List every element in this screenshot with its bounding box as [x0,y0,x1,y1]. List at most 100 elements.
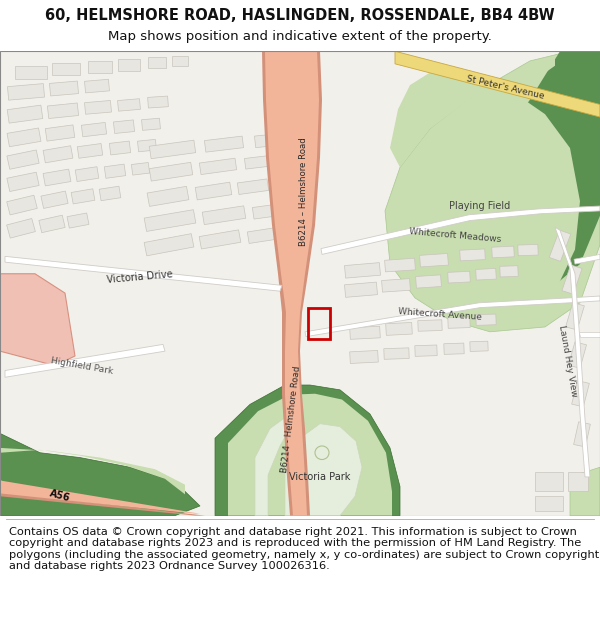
Bar [419,254,448,267]
Polygon shape [385,51,600,332]
Bar [195,182,232,200]
Bar [15,66,47,79]
Bar [47,103,79,119]
Bar [460,249,485,261]
Bar [137,139,157,152]
Bar [518,244,538,256]
Polygon shape [0,274,75,366]
Text: Victoria Drive: Victoria Drive [107,269,173,284]
Polygon shape [265,51,319,516]
Bar [7,84,44,100]
Polygon shape [0,433,200,516]
Bar [500,266,518,277]
Text: Whitecroft Meadows: Whitecroft Meadows [409,226,502,244]
Text: Contains OS data © Crown copyright and database right 2021. This information is : Contains OS data © Crown copyright and d… [9,526,599,571]
Bar [109,141,131,155]
Text: Victoria Park: Victoria Park [289,472,350,482]
Bar [568,342,587,368]
Bar [384,348,409,359]
Polygon shape [321,206,600,254]
Bar [344,282,377,298]
Bar [535,496,563,511]
Bar [382,279,410,292]
Bar [88,61,112,72]
Polygon shape [262,51,322,516]
Bar [118,59,140,71]
Polygon shape [0,433,185,494]
Bar [149,162,193,181]
Bar [147,186,189,206]
Polygon shape [390,56,580,320]
Bar [67,213,89,228]
Bar [85,79,109,93]
Polygon shape [285,424,362,516]
Bar [549,230,571,261]
Bar [350,326,380,339]
Text: B6214 - Helmshore Road: B6214 - Helmshore Road [280,365,302,472]
Bar [49,81,79,96]
Bar [144,209,196,231]
Bar [385,258,415,272]
Bar [43,146,73,163]
Bar [45,125,75,141]
Polygon shape [215,385,400,516]
Bar [444,343,464,354]
Bar [52,63,80,76]
Bar [7,105,43,123]
Bar [244,155,275,169]
Text: St Peter's Avenue: St Peter's Avenue [465,74,545,101]
Polygon shape [570,468,600,516]
Text: Highfield Park: Highfield Park [50,356,114,376]
Polygon shape [305,296,600,337]
Bar [448,317,470,328]
Bar [118,99,140,111]
Polygon shape [555,228,590,477]
Bar [344,262,380,278]
Bar [238,179,269,194]
Bar [85,101,112,114]
Bar [149,140,196,159]
Bar [71,189,95,204]
Bar [142,118,160,131]
Bar [144,234,194,256]
Bar [7,150,39,169]
Bar [41,191,68,208]
Circle shape [315,446,329,459]
Text: Whitecroft Avenue: Whitecroft Avenue [398,307,482,322]
Text: Playing Field: Playing Field [449,201,511,211]
Polygon shape [5,256,282,291]
Bar [75,167,99,181]
Bar [82,122,107,137]
Bar [77,144,103,158]
Polygon shape [579,332,600,337]
Bar [7,195,37,215]
Bar [470,341,488,351]
Bar [566,302,584,330]
Polygon shape [255,414,295,516]
Bar [7,219,35,238]
Text: Laund Hey View: Laund Hey View [557,324,579,398]
Bar [205,136,244,152]
Bar [568,472,588,491]
Bar [131,162,149,175]
Bar [202,206,246,224]
Polygon shape [574,254,600,264]
Polygon shape [460,51,600,301]
Bar [148,57,166,68]
Bar [308,308,330,339]
Bar [418,320,442,331]
Polygon shape [228,394,392,516]
Bar [247,227,284,244]
Text: 60, HELMSHORE ROAD, HASLINGDEN, ROSSENDALE, BB4 4BW: 60, HELMSHORE ROAD, HASLINGDEN, ROSSENDA… [45,8,555,23]
Bar [253,202,290,219]
Polygon shape [0,480,200,514]
Text: B6214 – Helmshore Road: B6214 – Helmshore Road [299,137,308,246]
Bar [562,265,582,294]
Bar [7,173,39,191]
Bar [492,246,514,258]
Text: Map shows position and indicative extent of the property.: Map shows position and indicative extent… [108,31,492,43]
Bar [416,275,442,288]
Text: A56: A56 [49,489,71,504]
Bar [535,472,563,491]
Bar [7,128,41,147]
